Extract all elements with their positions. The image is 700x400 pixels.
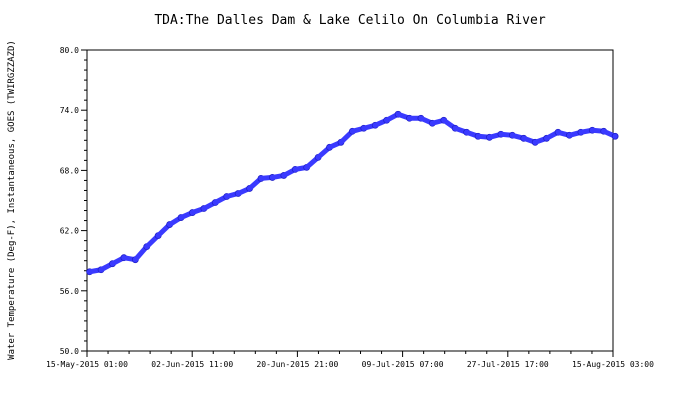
y-axis-ticks: 50.0 56.0 62.0 68.0 74.0 80.0 <box>60 46 87 356</box>
y-tick-label: 56.0 <box>60 287 79 296</box>
x-tick-label: 15-May-2015 01:00 <box>46 360 128 369</box>
y-tick-label: 50.0 <box>60 347 79 356</box>
x-tick-label: 27-Jul-2015 17:00 <box>467 360 549 369</box>
data-points <box>86 110 619 276</box>
plot-frame <box>86 49 614 352</box>
y-tick-label: 74.0 <box>60 106 79 115</box>
y-tick-label: 80.0 <box>60 46 79 55</box>
x-axis-ticks: 15-May-2015 01:00 02-Jun-2015 11:00 20-Jun… <box>46 351 654 369</box>
chart-title: TDA:The Dalles Dam & Lake Celilo On Colu… <box>154 13 546 28</box>
x-tick-label: 09-Jul-2015 07:00 <box>362 360 444 369</box>
x-tick-label: 20-Jun-2015 21:00 <box>256 360 338 369</box>
y-axis-label: Water Temperature (Deg-F), Instantaneous… <box>7 40 17 360</box>
data-point <box>611 132 619 140</box>
x-tick-label: 15-Aug-2015 03:00 <box>572 360 654 369</box>
x-tick-label: 02-Jun-2015 11:00 <box>151 360 233 369</box>
y-tick-label: 68.0 <box>60 166 79 175</box>
y-tick-label: 62.0 <box>60 227 79 236</box>
